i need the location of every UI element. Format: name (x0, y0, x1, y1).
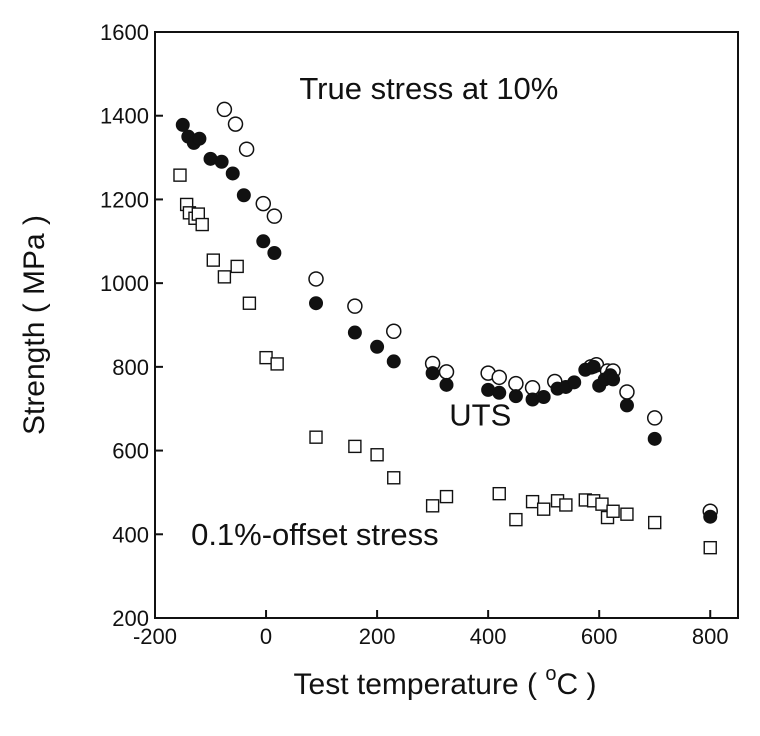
x-axis-title: Test temperature ( oC ) (294, 663, 597, 701)
x-tick-label: 200 (359, 624, 396, 649)
data-point-square (173, 168, 187, 182)
data-point-square (606, 504, 620, 518)
series-open-square (173, 168, 717, 555)
data-point-filled-circle (256, 234, 271, 249)
y-tick-label: 200 (112, 606, 149, 631)
data-point-square (259, 350, 273, 365)
series-filled-circle (175, 117, 718, 524)
annotation-label: True stress at 10% (299, 71, 558, 106)
data-point-filled-circle (508, 389, 523, 404)
annotation-label: 0.1%-offset stress (191, 517, 439, 552)
data-point-square (230, 259, 244, 274)
data-point-filled-circle (236, 188, 251, 203)
data-point-filled-circle (439, 377, 454, 392)
data-point-square (492, 486, 506, 501)
axis-ticks (154, 31, 712, 619)
x-axis-title-prefix: Test temperature ( (294, 668, 546, 701)
data-point-square (559, 498, 573, 512)
data-point-square (525, 494, 540, 509)
data-point-open-circle (386, 323, 402, 340)
data-point-open-circle (308, 271, 324, 287)
annotation-label: UTS (449, 397, 511, 432)
data-point-filled-circle (619, 398, 634, 413)
data-point-filled-circle (606, 372, 621, 387)
y-tick-label: 1000 (100, 271, 149, 296)
plot-frame (154, 31, 739, 619)
x-tick-label: 800 (692, 624, 729, 649)
data-point-filled-circle (214, 154, 229, 169)
data-point-open-circle (347, 298, 363, 314)
data-points (173, 101, 718, 555)
data-point-filled-circle (347, 325, 362, 340)
data-point-square (270, 357, 284, 371)
data-point-square (595, 497, 609, 511)
y-axis-title: Strength ( MPa ) (18, 215, 51, 435)
data-point-filled-circle (492, 385, 507, 400)
data-point-square (195, 217, 209, 232)
data-point-square (387, 471, 401, 485)
tick-labels: -200 0 200 400 600 800 200 400 600 800 1000 1200 140… (100, 20, 729, 649)
data-point-filled-circle (647, 431, 662, 446)
data-point-square (425, 499, 440, 513)
data-point-filled-circle (267, 246, 282, 261)
x-tick-label: 600 (581, 624, 618, 649)
data-point-square (309, 430, 323, 444)
data-point-filled-circle (536, 389, 551, 404)
series-open-circle (216, 101, 718, 520)
data-point-filled-circle (370, 339, 385, 354)
data-point-open-circle (646, 410, 663, 426)
data-point-square (439, 489, 454, 504)
data-point-square (620, 507, 634, 521)
x-tick-label: 400 (470, 624, 507, 649)
data-point-filled-circle (425, 366, 440, 381)
data-point-filled-circle (309, 296, 324, 311)
data-point-open-circle (491, 369, 507, 386)
x-tick-label: 0 (260, 624, 272, 649)
x-tick-label: -200 (133, 624, 177, 649)
data-point-open-circle (619, 384, 635, 400)
y-tick-label: 1200 (100, 187, 149, 212)
data-point-open-circle (508, 375, 524, 392)
data-point-square (206, 253, 221, 267)
y-tick-label: 1400 (100, 104, 149, 129)
data-point-filled-circle (386, 354, 401, 369)
data-point-open-circle (266, 208, 283, 224)
data-point-square (348, 439, 362, 454)
data-point-square (703, 540, 717, 555)
data-point-square (217, 270, 232, 284)
data-point-filled-circle (567, 375, 582, 390)
data-point-square (509, 512, 523, 527)
data-point-filled-circle (225, 166, 240, 181)
data-point-open-circle (438, 364, 455, 380)
annotations: True stress at 10% UTS 0.1%-offset stress (191, 71, 558, 552)
y-tick-label: 1600 (100, 20, 149, 45)
data-point-filled-circle (192, 131, 207, 146)
data-point-open-circle (255, 195, 272, 212)
data-point-open-circle (216, 101, 233, 118)
data-point-filled-circle (175, 117, 190, 132)
data-point-open-circle (238, 141, 255, 157)
y-tick-label: 800 (112, 355, 149, 380)
data-point-square (536, 502, 551, 516)
data-point-filled-circle (586, 359, 601, 374)
data-point-filled-circle (703, 509, 718, 524)
data-point-square (370, 448, 384, 462)
data-point-square (242, 296, 257, 310)
data-point-square (648, 515, 662, 530)
x-axis-title-superscript: o (545, 663, 556, 685)
y-tick-label: 600 (112, 439, 149, 464)
x-axis-title-suffix: C ) (556, 668, 596, 701)
data-point-open-circle (227, 116, 244, 132)
y-tick-label: 400 (112, 522, 149, 547)
